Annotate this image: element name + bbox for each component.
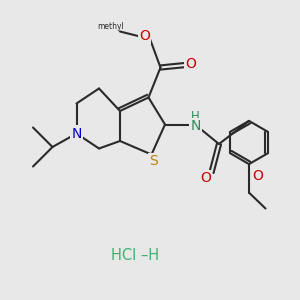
Text: O: O	[200, 172, 211, 185]
Text: HCl –H: HCl –H	[111, 248, 159, 262]
Text: methyl: methyl	[98, 22, 124, 31]
Text: S: S	[148, 154, 158, 168]
Text: O: O	[185, 58, 196, 71]
Text: H: H	[191, 110, 200, 123]
Text: O: O	[139, 29, 150, 43]
Text: O: O	[253, 169, 263, 182]
Text: N: N	[71, 127, 82, 140]
Text: N: N	[190, 119, 201, 133]
